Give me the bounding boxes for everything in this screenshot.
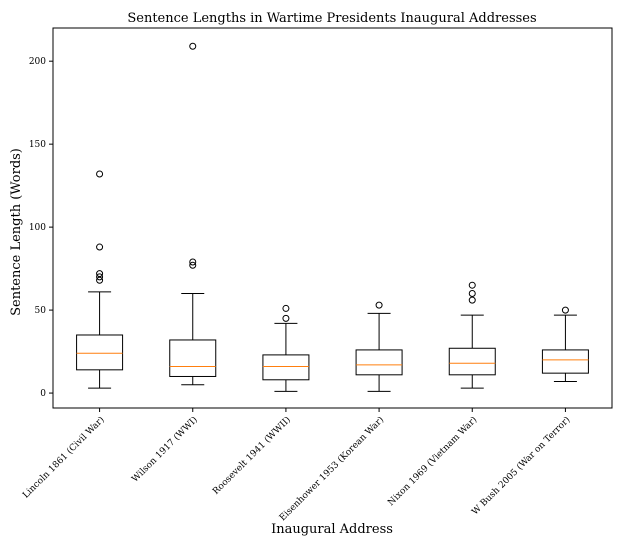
outlier-point <box>468 290 476 298</box>
box-iqr <box>76 334 124 371</box>
y-tick-label: 150 <box>29 140 46 150</box>
outlier-point <box>282 314 290 322</box>
x-tick-label: Nixon 1969 (Vietnam War) <box>386 414 480 508</box>
box-iqr <box>169 339 217 377</box>
outlier-point <box>96 243 104 251</box>
x-axis-label: Inaugural Address <box>271 522 393 537</box>
box-iqr <box>448 347 496 376</box>
x-tick-label: Roosevelt 1941 (WWII) <box>210 414 293 497</box>
y-axis-label: Sentence Length (Words) <box>9 148 24 316</box>
box-iqr <box>541 349 589 374</box>
outlier-point <box>96 270 104 278</box>
y-tick-label: 50 <box>35 306 47 316</box>
y-tick-label: 200 <box>29 57 46 67</box>
x-tick-label: Lincoln 1861 (Civil War) <box>20 414 106 500</box>
chart-title: Sentence Lengths in Wartime Presidents I… <box>127 11 536 26</box>
outlier-point <box>282 304 290 312</box>
outlier-point <box>468 281 476 289</box>
outlier-point <box>189 258 197 266</box>
plot-area: 0 50 100 150 200 Lincoln 1861 (Civil War) Wils… <box>20 27 613 523</box>
x-tick-label: W Bush 2005 (War on Terror) <box>470 414 573 517</box>
outlier-point <box>375 301 383 309</box>
outlier-point <box>96 273 104 281</box>
box-iqr <box>262 354 310 381</box>
axes-frame <box>52 27 613 409</box>
outlier-point <box>468 296 476 304</box>
y-tick-label: 0 <box>40 389 46 399</box>
y-tick-label: 100 <box>29 223 46 233</box>
outlier-point <box>96 276 104 284</box>
x-tick-label: Eisenhower 1953 (Korean War) <box>277 414 386 523</box>
outlier-point <box>96 170 104 178</box>
outlier-point <box>561 306 569 314</box>
x-tick-label: Wilson 1917 (WWI) <box>130 414 200 484</box>
outlier-point <box>189 261 197 269</box>
box-iqr <box>355 349 403 376</box>
outlier-point <box>189 42 197 50</box>
